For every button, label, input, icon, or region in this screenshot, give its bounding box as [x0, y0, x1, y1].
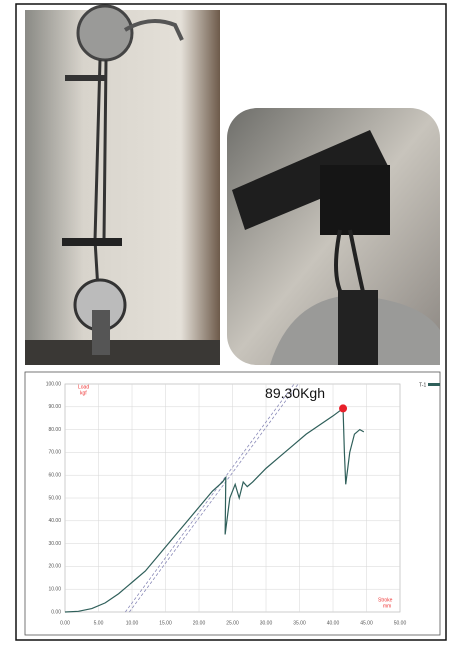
- y-tick-label: 60.00: [48, 473, 61, 479]
- y-tick-label: 20.00: [48, 564, 61, 570]
- reference-line: [124, 383, 295, 613]
- annotation-dot: [339, 404, 348, 413]
- x-tick-label: 0.00: [60, 620, 70, 626]
- y-tick-label: 80.00: [48, 427, 61, 433]
- y-tick-label: 50.00: [48, 495, 61, 501]
- x-tick-label: 10.00: [126, 620, 139, 626]
- x-tick-label: 45.00: [360, 620, 373, 626]
- x-tick-label: 50.00: [394, 620, 407, 626]
- photo-right: [227, 108, 440, 365]
- x-tick-label: 40.00: [327, 620, 340, 626]
- x-tick-label: 20.00: [193, 620, 206, 626]
- x-axis-label: Stroke: [378, 597, 393, 603]
- y-tick-label: 10.00: [48, 587, 61, 593]
- annotation-label: 89.30Kgh: [265, 385, 325, 401]
- x-tick-label: 5.00: [94, 620, 104, 626]
- y-axis-label: kgf: [80, 390, 87, 396]
- x-tick-label: 15.00: [159, 620, 172, 626]
- y-axis-label: Load: [78, 384, 89, 390]
- reference-line: [128, 383, 299, 613]
- x-tick-label: 25.00: [226, 620, 239, 626]
- y-tick-label: 70.00: [48, 450, 61, 456]
- x-tick-label: 30.00: [260, 620, 273, 626]
- y-tick-label: 0.00: [51, 609, 61, 615]
- x-axis-label: mm: [383, 603, 391, 609]
- photo-left: [25, 4, 220, 365]
- x-tick-label: 35.00: [293, 620, 306, 626]
- data-line: [64, 407, 365, 613]
- y-tick-label: 90.00: [48, 404, 61, 410]
- legend-label: T-1: [419, 382, 426, 388]
- frame: [15, 3, 447, 641]
- y-tick-label: 40.00: [48, 518, 61, 524]
- y-tick-label: 100.00: [46, 381, 62, 387]
- legend-swatch: [428, 383, 440, 386]
- y-tick-label: 30.00: [48, 541, 61, 547]
